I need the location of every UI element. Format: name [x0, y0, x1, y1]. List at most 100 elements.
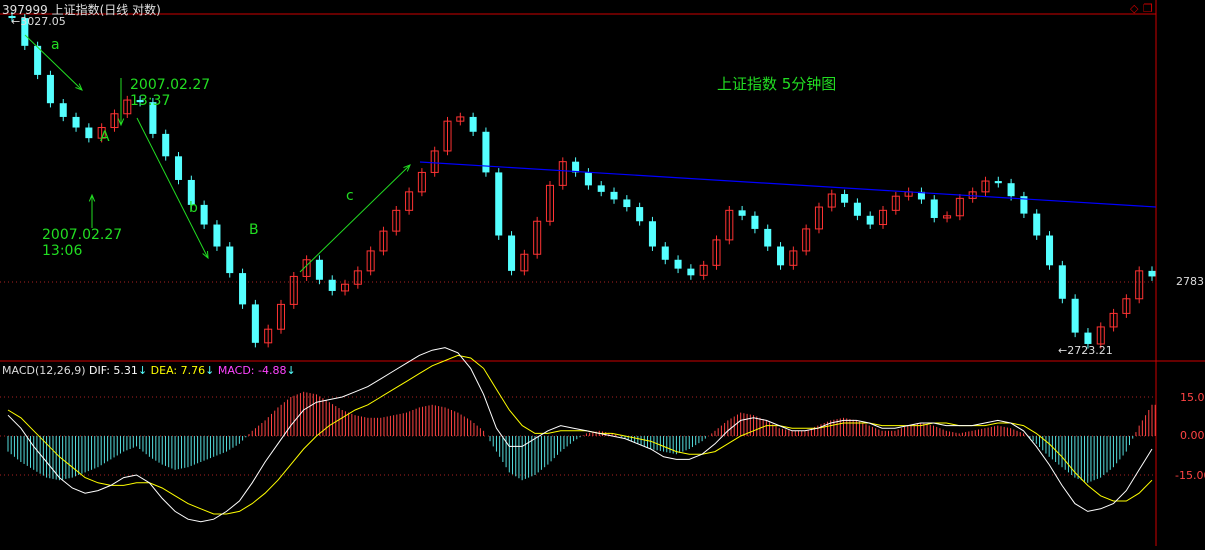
dea-value: DEA: 7.76 — [150, 364, 206, 377]
candle-body-up — [712, 239, 721, 266]
chart-annotation-title: 上证指数 5分钟图 — [717, 75, 837, 93]
high-price-value: 3027.05 — [20, 15, 66, 28]
price-axis-current-label: 2783 — [1176, 275, 1204, 288]
candle-body-down — [930, 199, 938, 218]
candle-body-down — [8, 16, 16, 19]
candle-body-down — [508, 235, 516, 271]
dif-value: DIF: 5.31 — [89, 364, 138, 377]
candle-body-up — [289, 275, 298, 305]
candle-body-down — [85, 127, 93, 139]
candle-body-down — [482, 131, 490, 173]
candle-body-down — [495, 172, 503, 236]
candle-body-up — [558, 161, 567, 186]
candle-body-down — [597, 185, 605, 192]
candle-body-up — [341, 283, 350, 292]
candle-body-down — [1033, 213, 1041, 236]
low-price-label: ←2723.21 — [1058, 344, 1113, 357]
candle-body-down — [738, 210, 746, 216]
dif-line — [7, 347, 1153, 523]
candle-body-down — [623, 199, 631, 208]
candle-body-down — [46, 74, 54, 104]
candle-body-down — [1071, 298, 1079, 333]
candle-body-up — [430, 150, 439, 173]
candle-body-up — [110, 113, 119, 129]
candle-body-up — [533, 220, 542, 255]
wave-a-arrow — [24, 34, 83, 91]
wave-a-arrow-head — [75, 83, 83, 91]
macd-tick-15: 15.00 — [1180, 391, 1205, 404]
wave-label-B: B — [249, 222, 259, 238]
candle-body-down — [1020, 196, 1028, 214]
candle-body-down — [1046, 235, 1054, 266]
candle-body-up — [1109, 312, 1118, 328]
macd-params: MACD(12,26,9) — [2, 364, 86, 377]
candle-body-down — [636, 207, 644, 222]
candle-body-up — [520, 253, 529, 272]
candle-body-up — [353, 270, 362, 285]
chart-header-title: 397999 上证指数(日线 对数) — [2, 3, 161, 17]
candle-body-down — [34, 45, 42, 75]
candle-body-up — [392, 209, 401, 232]
candle-body-down — [777, 246, 785, 266]
candle-body-down — [866, 215, 874, 225]
candle-body-up — [379, 230, 388, 252]
candle-body-up — [981, 180, 990, 193]
high-price-label: ←3027.05 — [11, 15, 66, 28]
candle-body-down — [469, 116, 477, 132]
candle-body-down — [200, 204, 208, 225]
candle-body-up — [405, 191, 414, 211]
candle-body-down — [213, 224, 221, 247]
candle-body-down — [661, 246, 669, 260]
candle-body-up — [1122, 298, 1131, 314]
candle-body-down — [687, 268, 695, 276]
wave-c-arrow-head — [403, 164, 411, 172]
candle-body-down — [648, 221, 656, 247]
candle-body-down — [174, 156, 183, 180]
macd-legend: MACD(12,26,9) DIF: 5.31↓ DEA: 7.76↓ MACD… — [2, 364, 296, 377]
wave-label-A: A — [100, 129, 110, 145]
wave-b-arrow — [136, 117, 209, 259]
restore-window-icon[interactable]: ❐ — [1143, 2, 1153, 15]
candle-body-down — [187, 179, 195, 205]
candle-body-up — [814, 206, 823, 230]
candle-body-down — [994, 181, 1002, 184]
trendline — [419, 161, 1157, 208]
wave-label-a: a — [51, 37, 60, 53]
candle-body-up — [789, 250, 798, 266]
diamond-icon[interactable]: ◇ — [1130, 2, 1139, 15]
arrow-down-icon: ↓ — [205, 364, 215, 377]
candle-body-up — [417, 171, 426, 193]
candle-body-up — [276, 303, 286, 330]
candle-body-up — [264, 328, 273, 344]
candle-body-down — [59, 103, 67, 117]
arrow-down-icon: ↓ — [137, 364, 148, 377]
time-1306-arrow-head — [88, 193, 96, 202]
macd-tick-neg15: -15.00 — [1175, 469, 1205, 482]
time-1337-arrow-head — [117, 118, 125, 127]
candle-body-down — [917, 191, 925, 200]
candle-body-up — [456, 116, 465, 122]
candle-body-up — [943, 215, 952, 219]
wave-b-arrow-head — [202, 250, 209, 260]
candle-body-up — [802, 228, 811, 252]
candle-body-up — [891, 195, 900, 211]
candle-body-up — [97, 127, 106, 139]
candle-body-down — [226, 246, 234, 274]
candle-body-up — [123, 99, 132, 115]
candle-body-down — [1007, 183, 1015, 197]
arrow-down-icon: ↓ — [286, 364, 296, 377]
candle-body-down — [1058, 265, 1066, 299]
wave-label-b: b — [189, 200, 198, 216]
candle-body-down — [841, 194, 849, 203]
candle-body-down — [136, 100, 144, 103]
candle-body-up — [545, 184, 555, 222]
candle-body-up — [443, 120, 452, 152]
candle-body-up — [878, 209, 888, 226]
candle-body-up — [827, 193, 836, 208]
macd-value: MACD: -4.88 — [217, 364, 287, 377]
candle-body-down — [1084, 332, 1092, 344]
candle-body-up — [699, 264, 708, 276]
macd-tick-0: 0.00 — [1180, 429, 1205, 442]
time-annotation-1306: 2007.02.27 13:06 — [42, 227, 123, 259]
